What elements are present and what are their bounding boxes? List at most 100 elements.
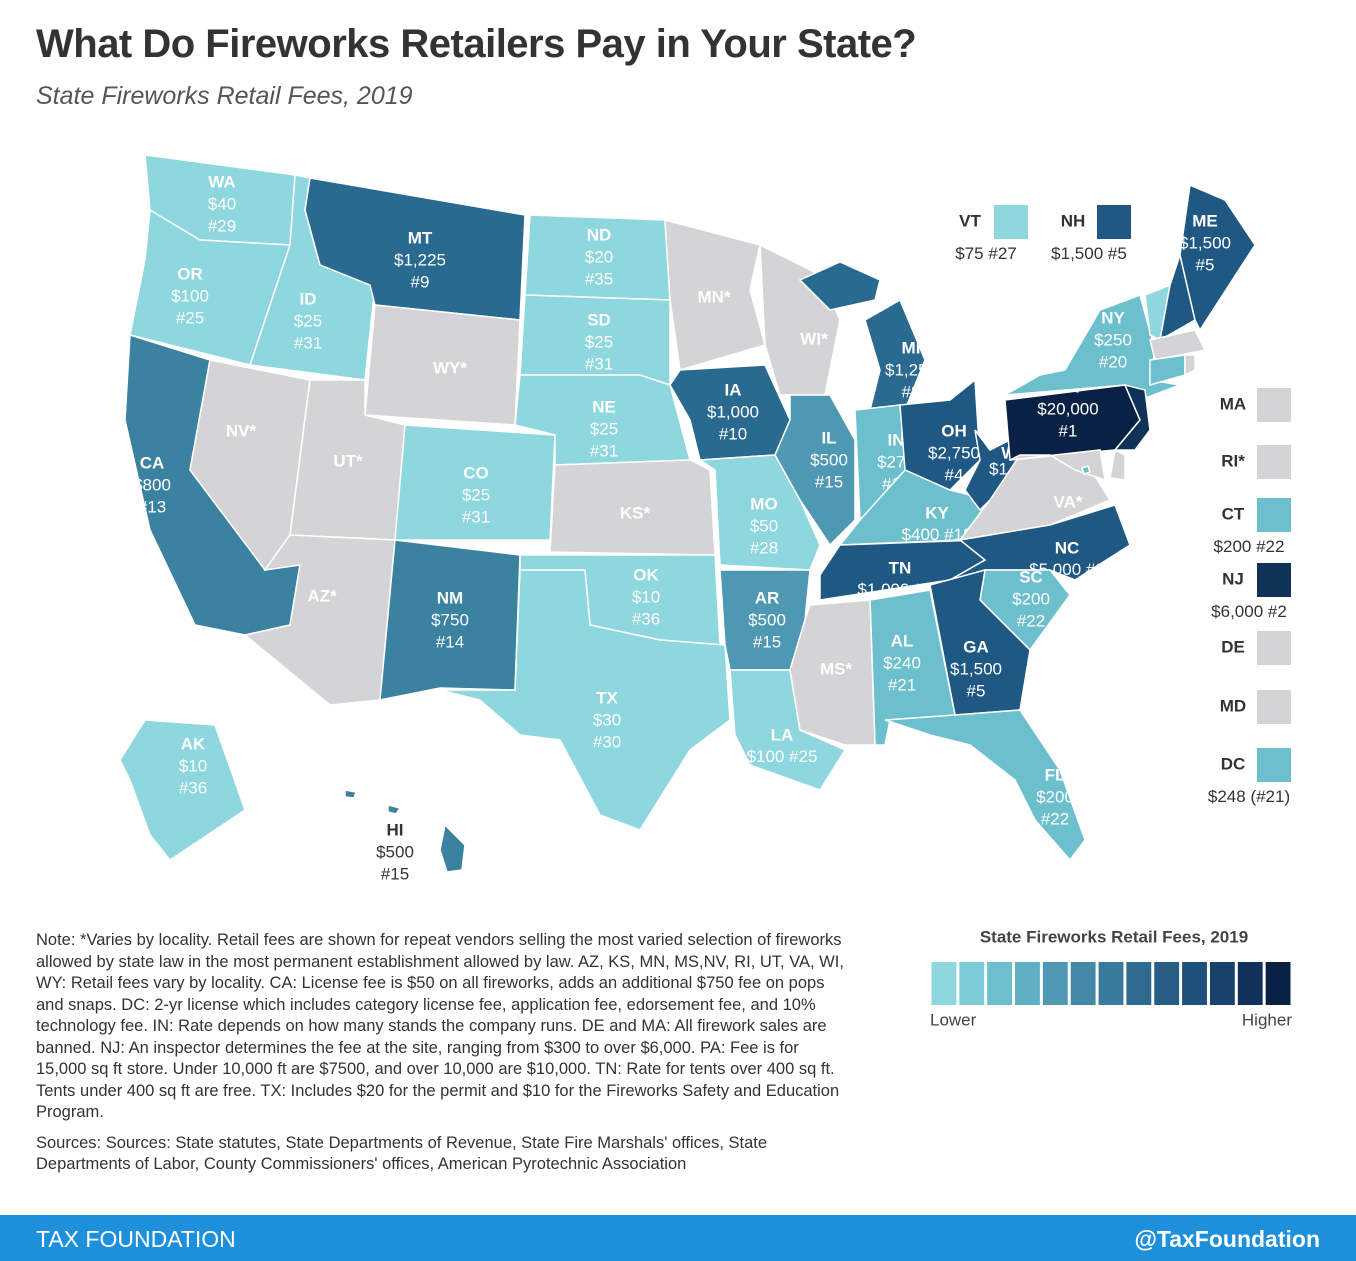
state-fee: $248 bbox=[1208, 787, 1246, 806]
state-fee: $1,225 bbox=[394, 250, 446, 269]
state-rank: #14 bbox=[436, 632, 464, 651]
state-fee: $10 bbox=[179, 756, 207, 775]
state-abbr: AK bbox=[181, 734, 206, 753]
brand: TAX FOUNDATION bbox=[36, 1226, 236, 1252]
state-fee: $40 bbox=[208, 194, 236, 213]
handle: @TaxFoundation bbox=[1134, 1226, 1320, 1252]
state-rank: #29 bbox=[208, 216, 236, 235]
state-swatch bbox=[1257, 498, 1291, 532]
state-fee: $20,000 bbox=[1037, 399, 1098, 418]
state-abbr: IL bbox=[821, 428, 836, 447]
state-abbr: ME bbox=[1192, 211, 1218, 230]
state-shape bbox=[1184, 354, 1196, 377]
state-rank: #2 bbox=[1268, 602, 1287, 621]
state-rank: #28 bbox=[750, 538, 778, 557]
state-fee: $1,250 bbox=[885, 360, 937, 379]
state-abbr: NJ bbox=[1222, 569, 1244, 588]
legend-swatch bbox=[1042, 962, 1068, 1005]
state-rank: #31 bbox=[462, 507, 490, 526]
state-shape bbox=[949, 504, 1131, 581]
state-fee: $1,000 bbox=[707, 402, 759, 421]
legend-swatch bbox=[959, 962, 985, 1005]
state-rank: #13 bbox=[138, 497, 166, 516]
state-abbr: ID bbox=[300, 289, 317, 308]
state-abbr: MI bbox=[902, 338, 921, 357]
legend-swatch bbox=[1098, 962, 1124, 1005]
state-abbr: MD bbox=[1220, 696, 1246, 715]
state-rank: #36 bbox=[632, 609, 660, 628]
state-fee: $500 bbox=[376, 842, 414, 861]
state-fee: $50 bbox=[750, 516, 778, 535]
state-fee: $1,500 bbox=[950, 659, 1002, 678]
state-abbr: AR bbox=[755, 588, 780, 607]
state-rank: #27 bbox=[988, 244, 1016, 263]
state-rank: #5 bbox=[1196, 255, 1215, 274]
state-rank: #21 bbox=[888, 675, 916, 694]
state-shape bbox=[1109, 448, 1126, 481]
state-abbr: SC bbox=[1019, 567, 1043, 586]
state-fee: $30 bbox=[593, 710, 621, 729]
state-abbr: NV* bbox=[226, 421, 257, 440]
legend-swatch bbox=[1154, 962, 1180, 1005]
state-abbr: NC bbox=[1055, 538, 1080, 557]
state-abbr: CO bbox=[463, 463, 489, 482]
state-abbr: GA bbox=[963, 637, 989, 656]
state-abbr: CA bbox=[140, 453, 165, 472]
legend-low: Lower bbox=[930, 1010, 977, 1029]
state-shape bbox=[439, 823, 466, 873]
title: What Do Fireworks Retailers Pay in Your … bbox=[36, 22, 917, 66]
state-rank: #9 bbox=[411, 272, 430, 291]
state-swatch bbox=[994, 205, 1028, 239]
state-abbr: DE bbox=[1221, 637, 1245, 656]
state-shape bbox=[798, 261, 881, 311]
state-abbr: TX bbox=[596, 688, 618, 707]
legend-swatch bbox=[1070, 962, 1096, 1005]
legend-swatch bbox=[931, 962, 957, 1005]
state-abbr: IA bbox=[725, 380, 742, 399]
state-abbr: AZ* bbox=[307, 586, 337, 605]
state-fee: $25 bbox=[590, 419, 618, 438]
state-fee: $2,750 bbox=[928, 443, 980, 462]
subtitle: State Fireworks Retail Fees, 2019 bbox=[36, 82, 413, 110]
state-rank: #22 bbox=[1017, 611, 1045, 630]
state-swatch bbox=[1257, 631, 1291, 665]
legend-high: Higher bbox=[1242, 1010, 1292, 1029]
state-rank: #25 bbox=[789, 747, 817, 766]
state-abbr: HI bbox=[387, 820, 404, 839]
state-rank: #5 bbox=[967, 681, 986, 700]
state-rank: #15 bbox=[753, 632, 781, 651]
legend-swatch bbox=[1015, 962, 1040, 1005]
state-rank: #31 bbox=[294, 333, 322, 352]
state-fee: $75 bbox=[955, 244, 983, 263]
state-shape bbox=[439, 569, 731, 831]
state-shape bbox=[1149, 329, 1207, 361]
state-abbr: NY bbox=[1101, 308, 1125, 327]
state-rank: (#21) bbox=[1250, 787, 1290, 806]
state-fee: $800 bbox=[133, 475, 171, 494]
state-fee: $200 bbox=[1012, 589, 1050, 608]
state-shape bbox=[789, 599, 876, 746]
state-fee: $750 bbox=[431, 610, 469, 629]
state-shape bbox=[304, 177, 526, 321]
state-shape bbox=[387, 804, 402, 815]
state-fee: $250 bbox=[1094, 330, 1132, 349]
state-abbr: KS* bbox=[620, 503, 651, 522]
state-shape bbox=[119, 719, 246, 862]
state-swatch bbox=[1097, 205, 1131, 239]
state-shape bbox=[884, 709, 1086, 862]
state-abbr: OK bbox=[633, 565, 659, 584]
state-abbr: ND bbox=[587, 225, 612, 244]
state-fee-line: $1,500 #5 bbox=[1051, 244, 1127, 263]
state-fee: $500 bbox=[810, 450, 848, 469]
legend-swatch bbox=[1237, 962, 1263, 1005]
state-rank: #5 bbox=[1108, 244, 1127, 263]
state-fee: $240 bbox=[883, 653, 921, 672]
legend-swatch bbox=[1209, 962, 1235, 1005]
state-fee: $6,000 bbox=[1211, 602, 1263, 621]
sources: Sources: Sources: State statutes, State … bbox=[36, 1133, 768, 1174]
state-abbr: OH bbox=[941, 421, 967, 440]
state-swatch bbox=[1257, 445, 1291, 479]
state-fee: $200 bbox=[1214, 537, 1252, 556]
state-rank: #15 bbox=[815, 472, 843, 491]
